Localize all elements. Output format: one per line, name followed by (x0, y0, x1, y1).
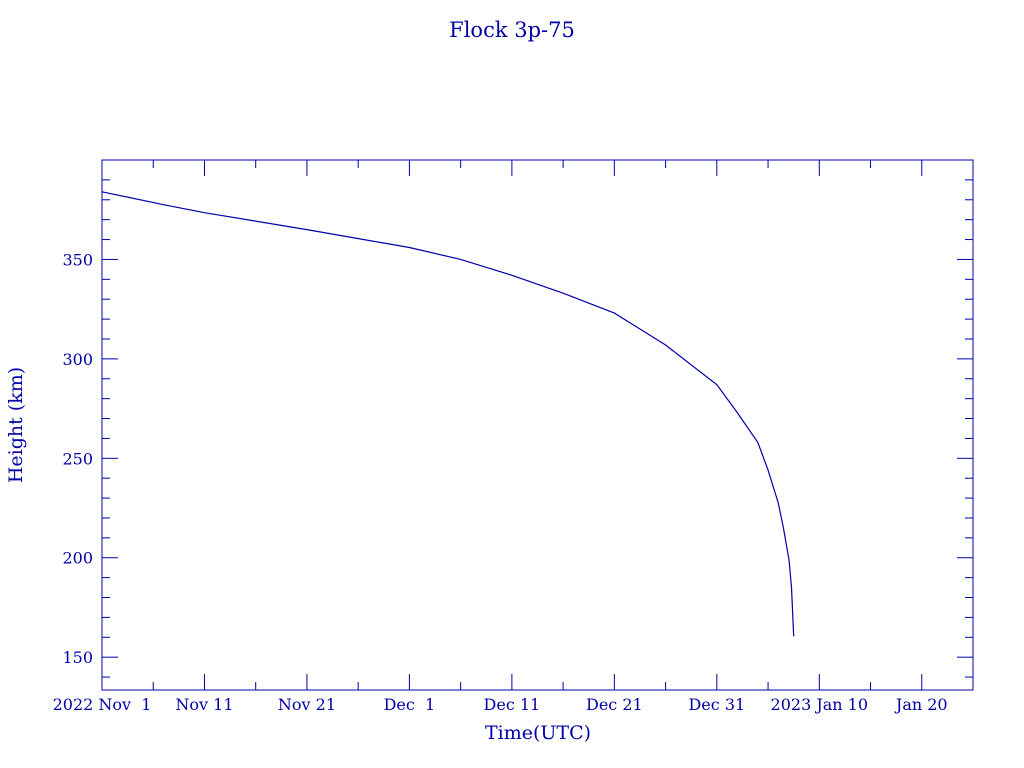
x-axis-label: Time(UTC) (485, 722, 591, 744)
plot-frame (101, 159, 974, 691)
y-tick-label: 350 (62, 250, 93, 269)
height-series-line (101, 191, 795, 637)
y-tick-label: 200 (62, 549, 93, 568)
y-tick-label: 300 (62, 350, 93, 369)
x-tick-label: Nov 21 (278, 695, 336, 714)
axis-ticks (101, 159, 974, 690)
x-tick-label: Dec 1 (384, 695, 436, 714)
y-axis-label: Height (km) (5, 367, 27, 483)
x-tick-labels: 2022 Nov 1 Nov 11 Nov 21 Dec 1 Dec 11 Dec 21 D… (53, 695, 948, 714)
y-tick-label: 250 (62, 449, 93, 468)
x-tick-label: Dec 31 (688, 695, 745, 714)
y-tick-label: 150 (62, 648, 93, 667)
x-tick-label: Nov 11 (175, 695, 233, 714)
x-tick-label: 2023 Jan 10 (771, 695, 869, 714)
x-tick-label: 2022 Nov 1 (53, 695, 152, 714)
x-tick-label: Dec 21 (586, 695, 643, 714)
x-tick-label: Dec 11 (484, 695, 541, 714)
x-tick-label: Jan 20 (894, 695, 948, 714)
y-tick-labels: 150 200 250 300 350 (62, 250, 93, 667)
chart-title: Flock 3p-75 (449, 18, 575, 42)
